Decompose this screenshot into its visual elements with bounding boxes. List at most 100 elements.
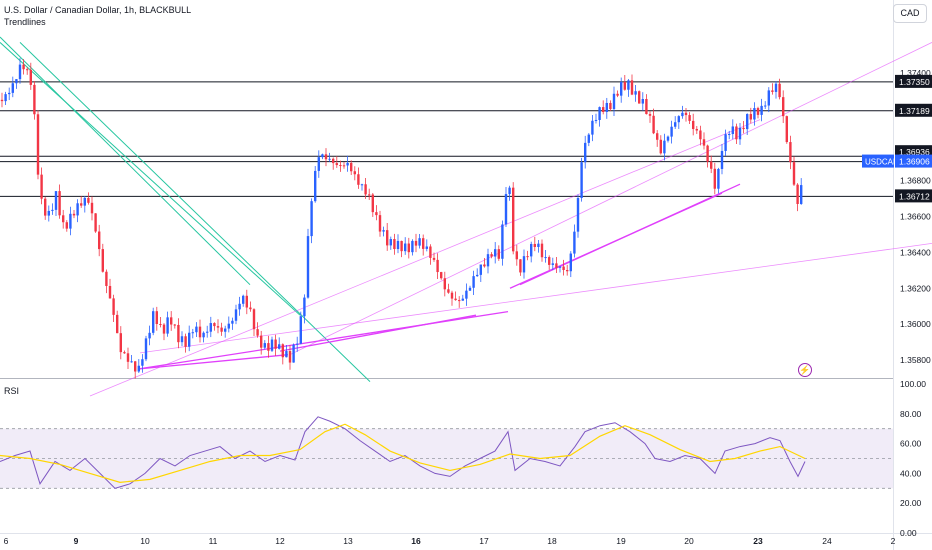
candle-body: [90, 202, 94, 214]
trendline-pink: [89, 119, 761, 397]
candle-body: [616, 93, 619, 96]
candle-body: [562, 266, 565, 271]
candle-body: [767, 90, 770, 106]
candle-body: [270, 339, 274, 351]
candle-body: [501, 224, 504, 259]
candle-body: [224, 328, 227, 332]
candle-body: [720, 150, 724, 169]
trendline-pink: [137, 354, 289, 370]
candle-body: [306, 236, 310, 298]
candle-body: [159, 324, 162, 326]
candle-body: [472, 276, 475, 288]
candle-body: [335, 163, 338, 166]
candle-body: [51, 209, 54, 211]
rsi-tick-label: 80.00: [900, 409, 922, 419]
trendline-green: [0, 42, 301, 316]
candle-body: [18, 64, 22, 80]
candle-body: [756, 108, 760, 115]
candle-body: [180, 336, 184, 343]
candle-body: [227, 323, 230, 329]
candle-body: [285, 351, 288, 358]
candle-body: [702, 139, 706, 146]
candle-body: [666, 136, 670, 141]
candle-body: [522, 256, 526, 273]
candle-body: [576, 198, 580, 232]
alert-bolt-icon[interactable]: ⚡: [798, 363, 812, 377]
candle-body: [87, 197, 90, 203]
price-level-tag-box: [895, 74, 932, 88]
candle-body: [65, 222, 68, 229]
candle-body: [332, 158, 335, 164]
candle-body: [674, 122, 677, 127]
candle-body: [69, 213, 72, 229]
candle-body: [677, 116, 680, 123]
time-tick-label: 18: [547, 536, 557, 546]
rsi-tick-label: 100.00: [900, 379, 926, 389]
candle-body: [8, 92, 11, 95]
candle-body: [371, 194, 374, 213]
candle-body: [94, 213, 97, 232]
candle-body: [36, 114, 40, 175]
candle-body: [188, 332, 191, 347]
price-tick-label: 1.36000: [900, 319, 931, 329]
time-tick-label: 24: [822, 536, 832, 546]
candle-body: [598, 107, 601, 120]
candle-body: [292, 344, 295, 363]
candle-body: [648, 114, 652, 116]
candle-body: [422, 238, 425, 249]
candle-body: [98, 231, 101, 250]
candle-body: [774, 83, 778, 92]
candle-body: [418, 238, 421, 246]
price-tick-label: 1.36200: [900, 283, 931, 293]
price-tag-current: 1.36906: [899, 157, 930, 167]
candle-body: [310, 201, 313, 237]
price-tag-current-box: [895, 154, 932, 168]
candle-body: [447, 289, 450, 293]
indicator-label-trendlines[interactable]: Trendlines: [4, 17, 46, 27]
candle-body: [29, 69, 32, 85]
price-tick-label: 1.36800: [900, 176, 931, 186]
candle-body: [119, 333, 122, 353]
candle-body: [62, 215, 65, 223]
candle-body: [641, 98, 644, 104]
candle-body: [58, 191, 61, 216]
candle-body: [173, 324, 176, 326]
candle-body: [494, 249, 497, 257]
candle-body: [519, 259, 522, 273]
candle-body: [731, 126, 734, 135]
candle-body: [328, 158, 331, 160]
candle-body: [11, 83, 14, 93]
candle-body: [195, 326, 198, 333]
candle-body: [15, 79, 18, 84]
candle-body: [461, 298, 464, 301]
candle-body: [609, 102, 612, 110]
rsi-line: [0, 416, 806, 489]
currency-button[interactable]: CAD: [893, 4, 927, 23]
candle-body: [569, 253, 572, 272]
candle-body: [396, 240, 400, 250]
candle-body: [83, 197, 86, 206]
candle-body: [558, 266, 562, 268]
candle-body: [612, 93, 616, 110]
candle-body: [476, 274, 479, 277]
rsi-label[interactable]: RSI: [4, 386, 20, 396]
candle-body: [40, 174, 43, 199]
price-level-tag: 1.37189: [899, 106, 930, 116]
candle-body: [692, 120, 695, 129]
candle-body: [134, 361, 137, 372]
candle-body: [688, 115, 691, 121]
candle-body: [436, 259, 439, 273]
candle-body: [800, 185, 803, 204]
candle-body: [623, 81, 626, 90]
rsi-ma-line: [0, 423, 806, 483]
candle-body: [663, 140, 666, 154]
rsi-tick-label: 60.00: [900, 439, 922, 449]
candle-body: [184, 336, 187, 347]
candle-body: [695, 128, 698, 131]
price-tick-label: 1.36400: [900, 247, 931, 257]
candle-body: [490, 254, 493, 257]
candle-body: [317, 157, 320, 171]
candle-body: [278, 344, 281, 349]
candle-body: [202, 332, 205, 338]
